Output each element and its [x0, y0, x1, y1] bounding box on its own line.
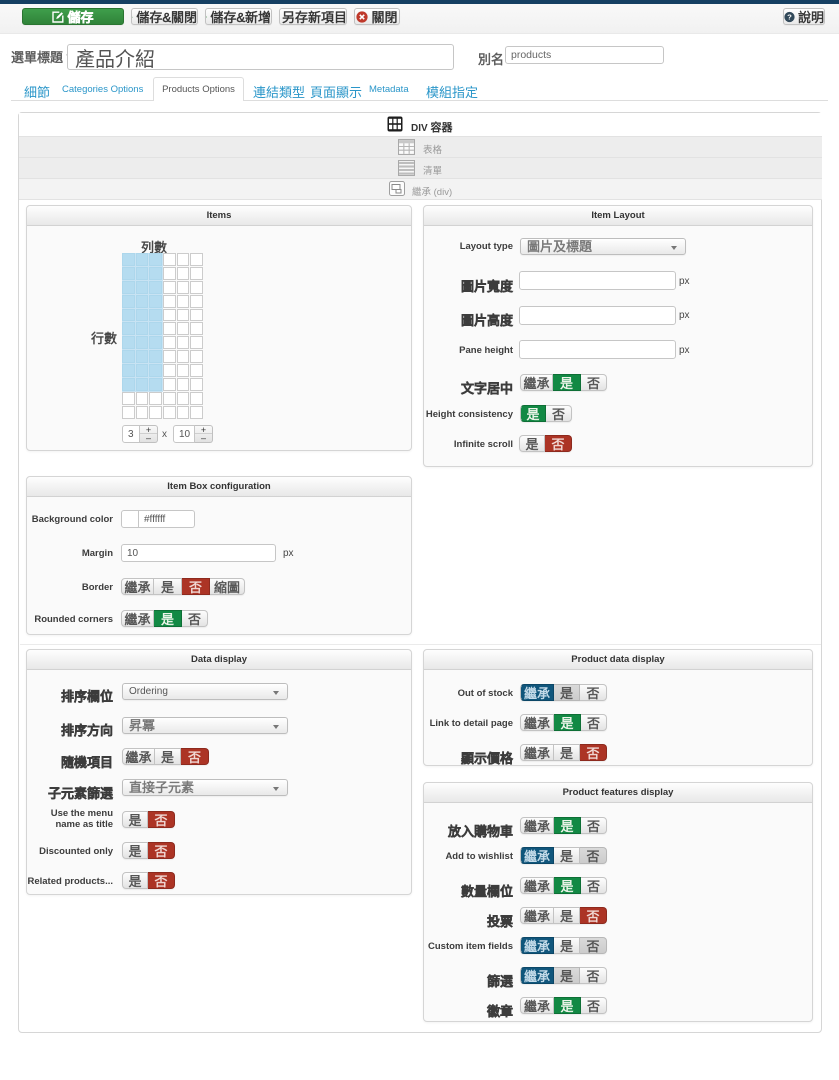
- svg-text:?: ?: [787, 12, 792, 21]
